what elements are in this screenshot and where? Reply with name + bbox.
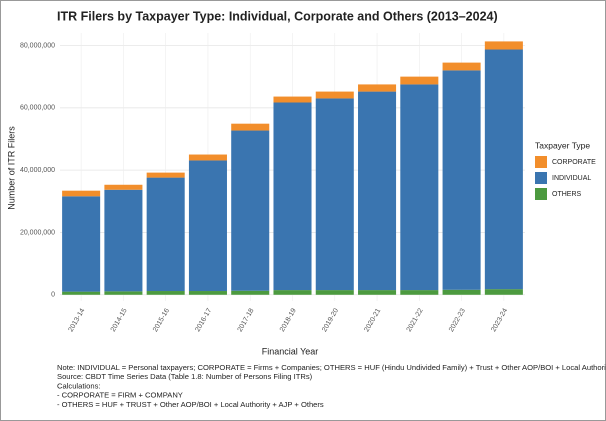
- y-axis-title: Number of ITR Filers: [6, 126, 16, 210]
- bar-segment: [442, 289, 481, 295]
- bar-segment: [104, 189, 143, 292]
- bar-segment: [188, 154, 227, 161]
- bar-segment: [273, 290, 312, 295]
- bar-segment: [358, 91, 397, 291]
- bar-segment: [146, 291, 185, 295]
- y-tick-label: 0: [51, 292, 55, 299]
- y-tick-label: 20,000,000: [20, 229, 55, 236]
- bar-segment: [400, 76, 439, 85]
- note: - CORPORATE = FIRM + COMPANY: [57, 391, 183, 400]
- y-tick-label: 60,000,000: [20, 105, 55, 112]
- bar-segment: [315, 91, 354, 99]
- note: Note: INDIVIDUAL = Personal taxpayers; C…: [57, 363, 606, 372]
- bar-segment: [188, 291, 227, 295]
- bar-segment: [400, 84, 439, 291]
- bar-segment: [400, 290, 439, 295]
- bar-segment: [442, 62, 481, 71]
- bar-segment: [315, 290, 354, 295]
- note: Source: CBDT Time Series Data (Table 1.8…: [57, 372, 313, 381]
- bar-segment: [358, 290, 397, 295]
- legend-label: INDIVIDUAL: [552, 175, 591, 182]
- bar-segment: [62, 190, 101, 197]
- bar-segment: [62, 291, 101, 295]
- note: - OTHERS = HUF + TRUST + Other AOP/BOI +…: [57, 400, 324, 409]
- bar-segment: [188, 160, 227, 292]
- bar-segment: [104, 184, 143, 190]
- legend-label: CORPORATE: [552, 159, 596, 166]
- bar-segment: [484, 289, 523, 295]
- chart-title: ITR Filers by Taxpayer Type: Individual,…: [57, 9, 498, 23]
- bar-segment: [273, 102, 312, 291]
- bar-segment: [484, 41, 523, 50]
- legend-swatch: [535, 156, 547, 168]
- y-tick-label: 80,000,000: [20, 42, 55, 49]
- bar-segment: [231, 123, 270, 131]
- bar-segment: [62, 196, 101, 292]
- bar-segment: [231, 130, 270, 291]
- bar-segment: [231, 290, 270, 295]
- bar-segment: [146, 177, 185, 292]
- legend-title: Taxpayer Type: [535, 140, 590, 150]
- bar-segment: [315, 98, 354, 291]
- bar-segment: [358, 84, 397, 92]
- legend-label: OTHERS: [552, 191, 582, 198]
- bar-segment: [273, 96, 312, 103]
- bar-segment: [484, 49, 523, 290]
- y-tick-label: 40,000,000: [20, 167, 55, 174]
- note: Calculations:: [57, 381, 100, 390]
- bar-segment: [442, 70, 481, 290]
- bar-segment: [104, 291, 143, 295]
- bar-segment: [146, 172, 185, 178]
- x-axis-title: Financial Year: [262, 346, 319, 356]
- legend-swatch: [535, 172, 547, 184]
- legend-swatch: [535, 188, 547, 200]
